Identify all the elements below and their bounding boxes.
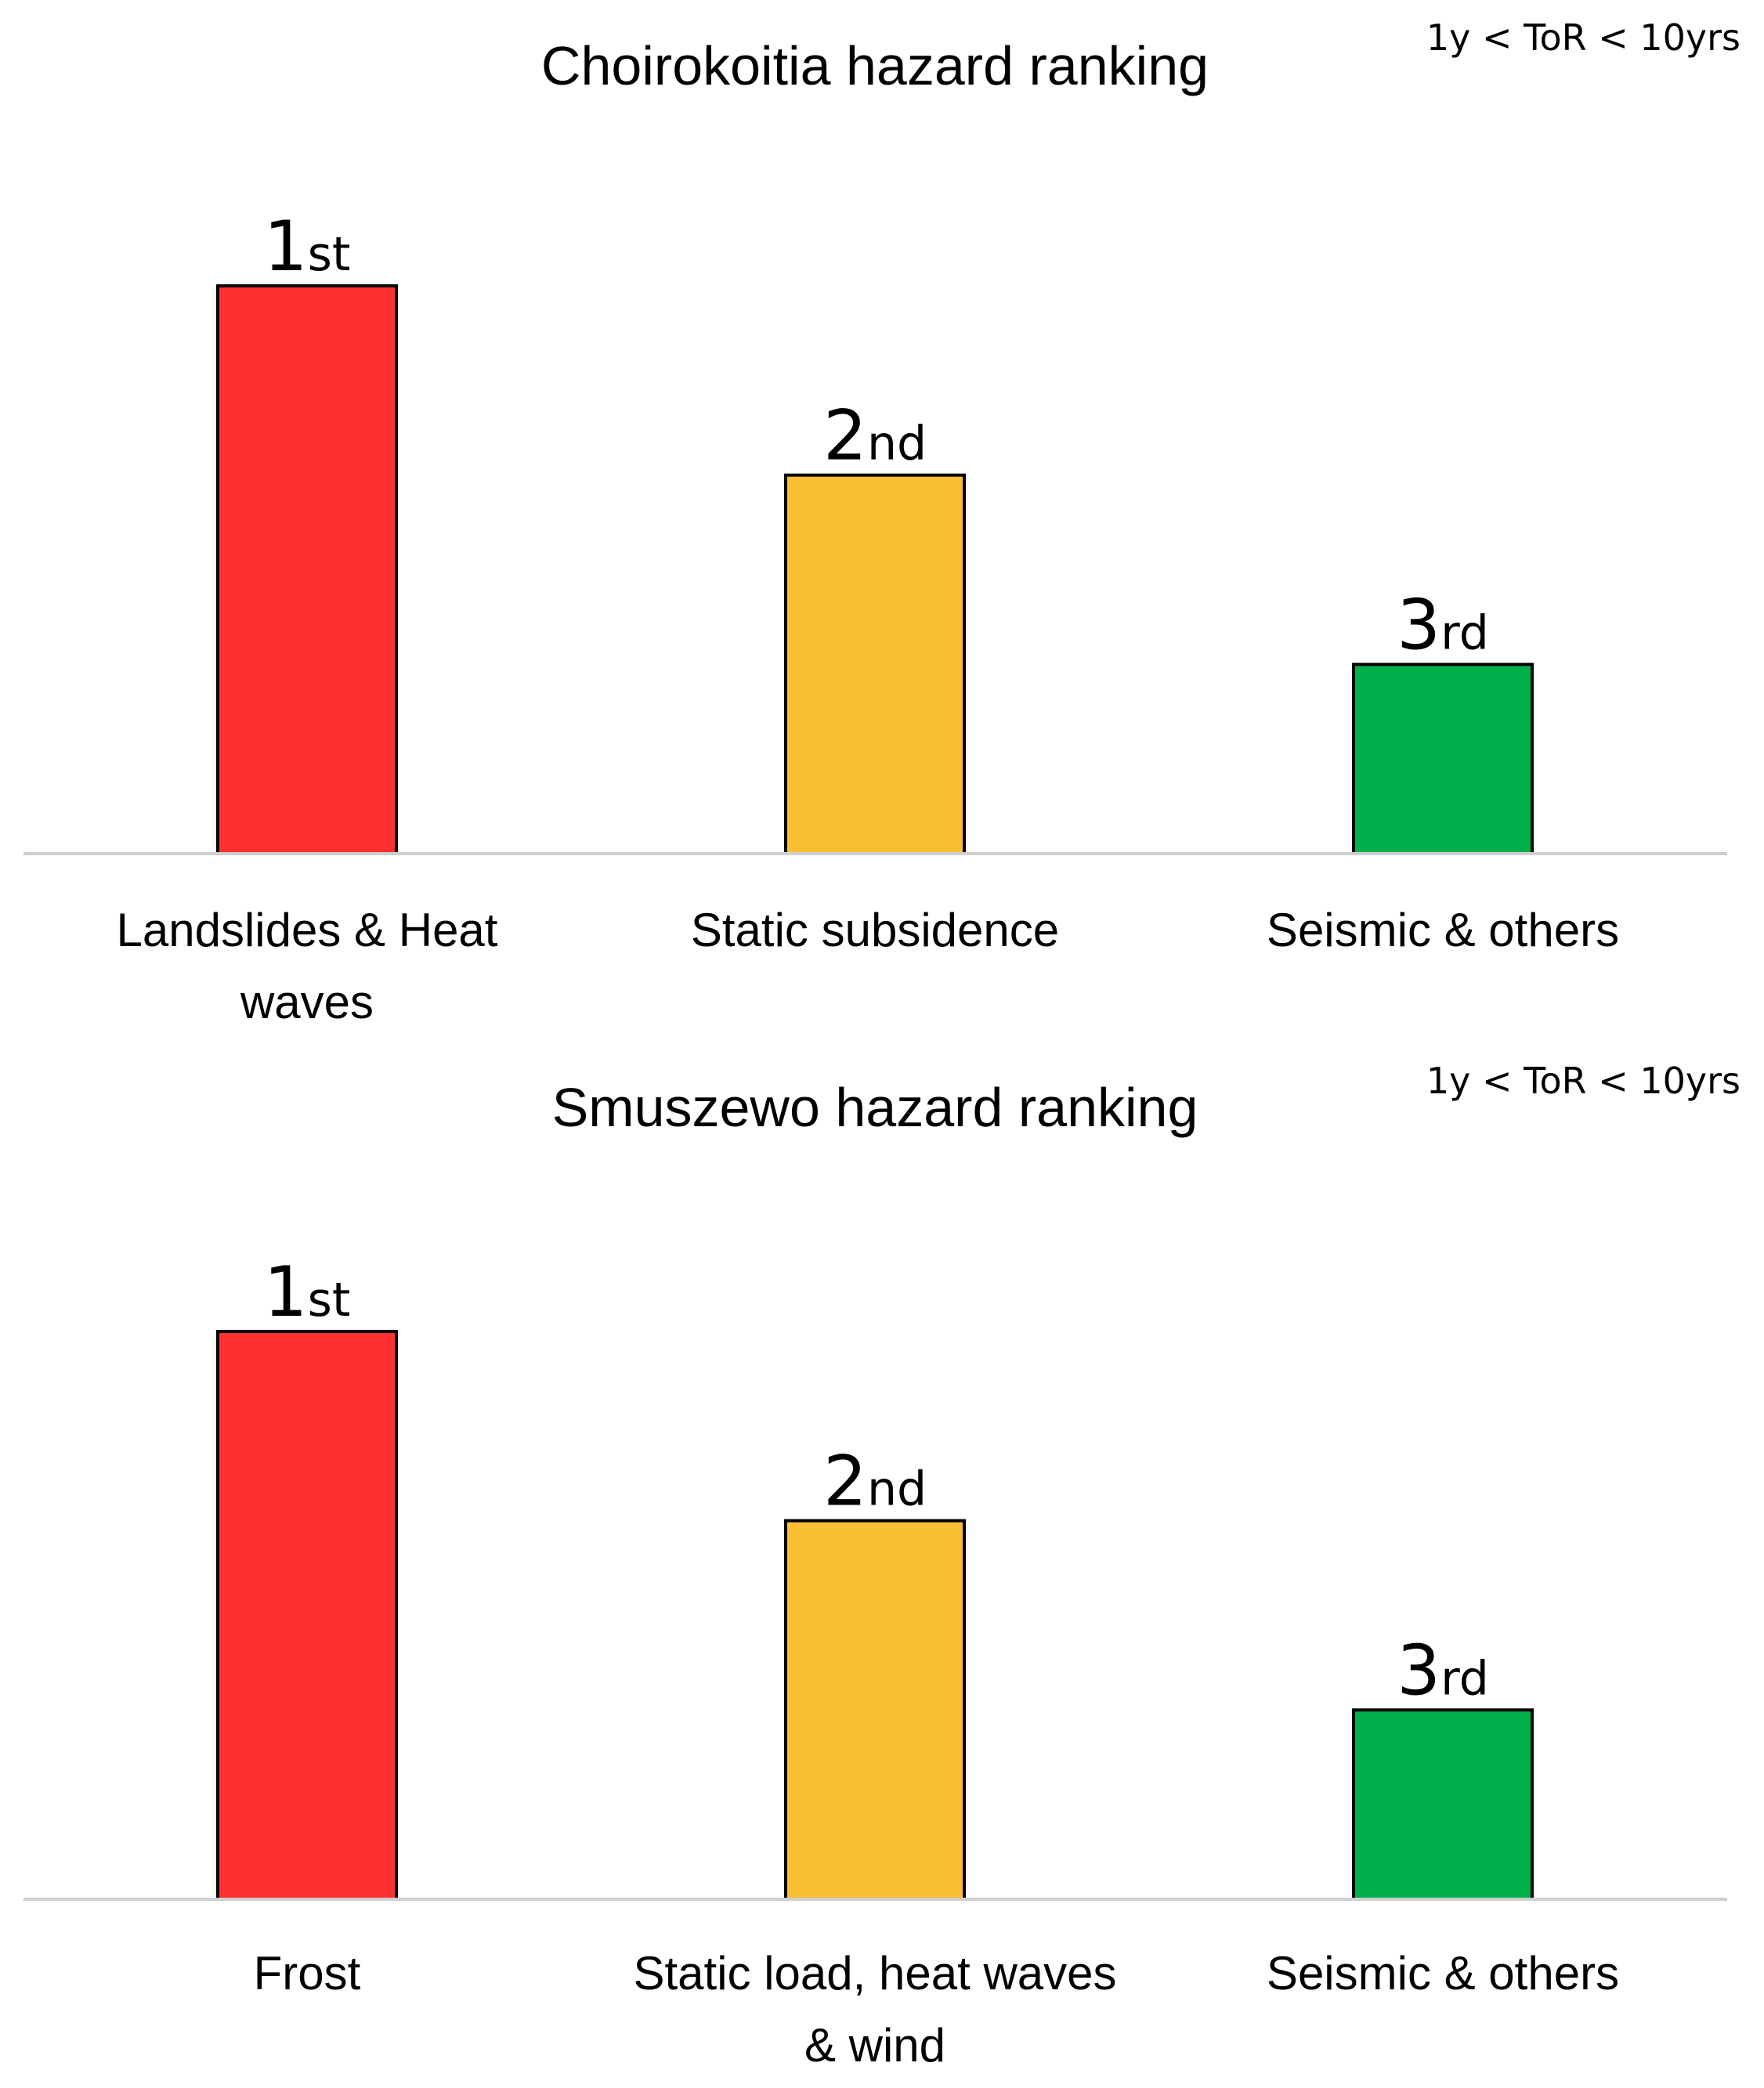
bar-1 bbox=[216, 284, 398, 855]
rank-number: 1 bbox=[264, 206, 308, 287]
category-label-line: Frost bbox=[254, 1947, 361, 1999]
category-label-2: Static subsidence bbox=[691, 904, 1059, 956]
rank-suffix: nd bbox=[867, 1462, 927, 1517]
category-label-3: Seismic & others bbox=[1267, 904, 1619, 956]
rank-number: 2 bbox=[823, 1441, 867, 1522]
rank-number: 1 bbox=[264, 1252, 308, 1332]
rank-label-1: 1st bbox=[264, 1252, 351, 1332]
rank-suffix: nd bbox=[867, 417, 927, 471]
rank-suffix: rd bbox=[1440, 1651, 1489, 1706]
rank-number: 3 bbox=[1397, 1630, 1440, 1710]
rank-label-3: 3rd bbox=[1397, 1630, 1489, 1710]
category-label-line: Static subsidence bbox=[691, 904, 1059, 956]
rank-suffix: st bbox=[308, 227, 351, 282]
category-label-2: Static load, heat waves & wind bbox=[633, 1947, 1116, 2072]
chart-title: Smuszewo hazard ranking bbox=[552, 1077, 1198, 1138]
rank-suffix: rd bbox=[1440, 605, 1489, 660]
chart-title: Choirokoitia hazard ranking bbox=[541, 35, 1209, 96]
category-label-line: & wind bbox=[804, 2019, 945, 2072]
rank-label-3: 3rd bbox=[1397, 584, 1489, 665]
rank-number: 3 bbox=[1397, 584, 1440, 665]
chart-panel-1: Choirokoitia hazard ranking 1y < ToR < 10… bbox=[23, 16, 1741, 1028]
category-label-line: Seismic & others bbox=[1267, 904, 1619, 956]
bar-3 bbox=[1352, 1708, 1534, 1901]
rank-suffix: st bbox=[308, 1273, 351, 1328]
rank-number: 2 bbox=[823, 396, 867, 476]
category-label-line: Landslides & Heat bbox=[117, 904, 498, 956]
rank-label-2: 2nd bbox=[823, 396, 927, 476]
return-period-note: 1y < ToR < 10yrs bbox=[1426, 1060, 1741, 1102]
chart-panel-2: Smuszewo hazard ranking 1y < ToR < 10yrs 1… bbox=[23, 1060, 1741, 2072]
category-label-line: Seismic & others bbox=[1267, 1947, 1619, 1999]
bar-2 bbox=[784, 1519, 966, 1901]
category-label-1: Landslides & Heat waves bbox=[117, 904, 498, 1028]
category-label-line: Static load, heat waves bbox=[633, 1947, 1116, 1999]
category-label-3: Seismic & others bbox=[1267, 1947, 1619, 1999]
bar-3 bbox=[1352, 663, 1534, 855]
return-period-note: 1y < ToR < 10yrs bbox=[1426, 16, 1741, 59]
category-label-line: waves bbox=[240, 976, 374, 1028]
rank-label-1: 1st bbox=[264, 206, 351, 287]
category-label-1: Frost bbox=[254, 1947, 361, 1999]
bar-2 bbox=[784, 473, 966, 856]
bar-1 bbox=[216, 1330, 398, 1901]
rank-label-2: 2nd bbox=[823, 1441, 927, 1522]
